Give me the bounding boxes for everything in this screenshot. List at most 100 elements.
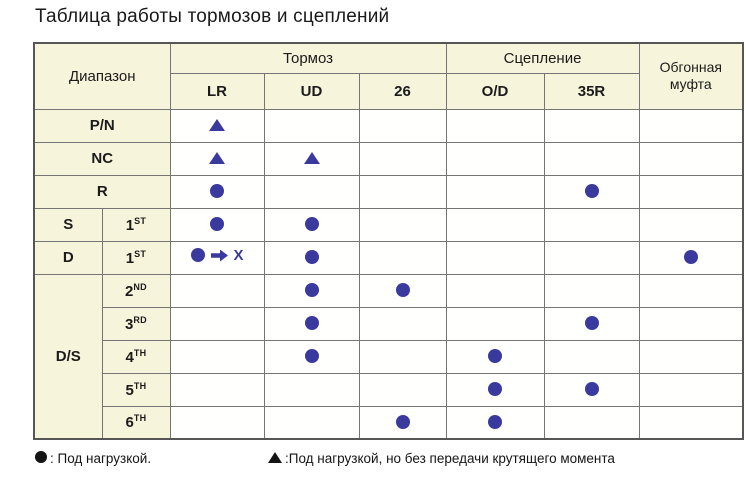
marker-cell [638,141,744,176]
marker-cell [543,339,640,374]
legend-no-torque-text: :Под нагрузкой, но без передачи крутящег… [285,451,615,466]
col-header-od: O/D [445,72,545,110]
marker-cell [263,174,360,209]
marker-cell [638,207,744,242]
marker-cell [263,306,360,341]
circle-marker-icon [488,415,503,430]
marker-cell [263,273,360,308]
marker-cell [263,141,360,176]
marker-cell [263,207,360,242]
marker-cell [543,273,640,308]
circle-marker-icon [304,316,319,331]
range-label-cell: S [33,207,103,242]
table-row: 3RD [34,306,744,341]
x-label: X [233,246,244,264]
circle-marker-icon [304,217,319,232]
marker-cell [638,339,744,374]
marker-cell [638,405,744,440]
marker-cell [638,240,744,275]
gear-ordinal-suffix: ST [134,215,147,226]
range-label-cell: D [33,240,103,275]
gear-number: 3 [125,315,134,333]
range-label-cell: R [33,174,171,209]
circle-marker-icon [304,349,319,364]
circle-marker-icon [488,382,503,397]
header-code-row: LR UD 26 O/D 35R [34,72,743,110]
marker-cell [263,405,360,440]
marker-cell [543,108,640,143]
marker-cell [638,306,744,341]
table-row: 6TH [34,405,744,440]
circle-marker-icon [210,184,225,199]
marker-cell [358,141,447,176]
marker-cell [543,141,640,176]
marker-cell [169,372,265,407]
circle-marker-icon [304,283,319,298]
table-row: P/N [33,108,744,143]
legend-item-no-torque: :Под нагрузкой, но без передачи крутящег… [268,451,615,466]
gear-number: 1 [125,216,135,234]
gear-label-cell: 5TH [101,372,171,407]
marker-cell [358,174,447,209]
operation-table: Диапазон Тормоз Сцепление Обгонная муфта… [33,42,745,440]
marker-cell [445,405,545,440]
marker-cell [169,306,265,341]
table-row: NC [33,141,744,176]
legend-item-under-load: : Под нагрузкой. [35,451,151,466]
marker-cell [169,339,265,374]
brake-group-header: Тормоз [169,42,447,74]
marker-cell [445,339,545,374]
marker-cell [543,207,640,242]
marker-cell: X [169,240,265,275]
marker-cell [638,273,744,308]
triangle-marker-icon [209,152,226,165]
marker-cell [445,372,545,407]
circle-marker-icon [210,217,225,232]
col-header-26: 26 [358,72,447,110]
marker-cell [445,207,545,242]
marker-cell [445,273,545,308]
marker-cell [543,372,640,407]
marker-cell [169,207,265,242]
table-row: R [33,174,744,209]
range-header-cell: Диапазон [33,42,171,110]
marker-cell [358,405,447,440]
gear-number: 2 [125,282,134,300]
gear-label-cell: 2ND [101,273,171,308]
marker-cell [358,306,447,341]
legend: : Под нагрузкой. :Под нагрузкой, но без … [0,451,746,477]
range-label-cell: NC [33,141,171,176]
circle-marker-icon [395,283,410,298]
gear-number: 6 [125,414,134,432]
gear-ordinal-suffix: RD [133,314,147,325]
overrun-clutch-header-cell: Обгонная муфта [638,42,744,110]
col-header-ud: UD [263,72,360,110]
marker-cell [543,240,640,275]
gear-ordinal-suffix: TH [133,413,147,424]
gear-label-cell: 1ST [101,207,171,242]
clutch-group-header: Сцепление [445,42,640,74]
marker-cell [358,108,447,143]
marker-cell [543,405,640,440]
gear-number: 1 [125,249,135,267]
circle-marker-icon [683,250,698,265]
filled-triangle-icon [268,452,282,463]
marker-cell [169,141,265,176]
gear-label-cell: 6TH [101,405,171,440]
circle-marker-icon [584,316,599,331]
table-row: S 1ST [33,207,744,242]
marker-cell [543,174,640,209]
marker-cell [358,207,447,242]
circle-marker-icon [190,248,205,263]
marker-cell [445,174,545,209]
marker-cell [169,405,265,440]
marker-cell [638,174,744,209]
table-row: D 1ST X [33,240,744,275]
triangle-marker-icon [303,152,320,165]
table-row: 4TH [34,339,744,374]
filled-circle-icon [35,451,47,463]
marker-cell [358,339,447,374]
marker-cell [169,273,265,308]
circle-arrow-x-group: X [190,246,244,264]
